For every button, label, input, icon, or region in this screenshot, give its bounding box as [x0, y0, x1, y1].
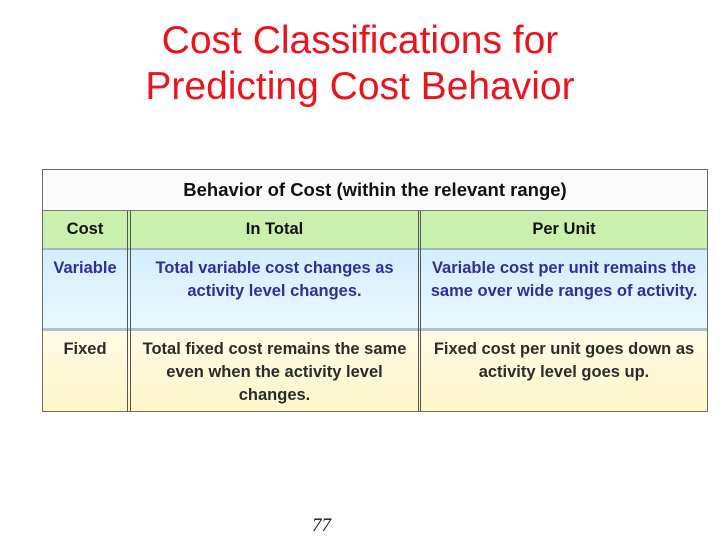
cell-fixed-cost: Fixed [63, 340, 107, 358]
table-row-variable: Variable Total variable cost changes as … [43, 250, 707, 328]
row-divider [43, 248, 707, 251]
column-divider [130, 211, 131, 411]
table-header-row: Cost In Total Per Unit [43, 211, 707, 248]
header-cost: Cost [66, 220, 104, 238]
column-divider [418, 211, 419, 411]
row-divider [43, 328, 707, 331]
title-line-1: Cost Classifications for [161, 19, 559, 62]
header-per-unit: Per Unit [532, 220, 596, 238]
cell-fixed-per-unit: Fixed cost per unit goes down as activit… [433, 340, 695, 381]
column-divider [127, 211, 128, 411]
page-number: 77 [312, 515, 331, 536]
table-caption: Behavior of Cost (within the relevant ra… [43, 170, 707, 211]
slide-title: Cost Classifications for Predicting Cost… [0, 18, 720, 110]
cell-variable-cost: Variable [53, 259, 117, 277]
cell-variable-per-unit: Variable cost per unit remains the same … [430, 259, 698, 300]
title-line-2: Predicting Cost Behavior [145, 65, 575, 108]
cell-variable-in-total: Total variable cost changes as activity … [155, 259, 394, 300]
column-divider [420, 211, 421, 411]
cost-behavior-table: Behavior of Cost (within the relevant ra… [42, 169, 708, 412]
table-row-fixed: Fixed Total fixed cost remains the same … [43, 331, 707, 411]
header-in-total: In Total [245, 220, 304, 238]
cell-fixed-in-total: Total fixed cost remains the same even w… [142, 340, 407, 404]
